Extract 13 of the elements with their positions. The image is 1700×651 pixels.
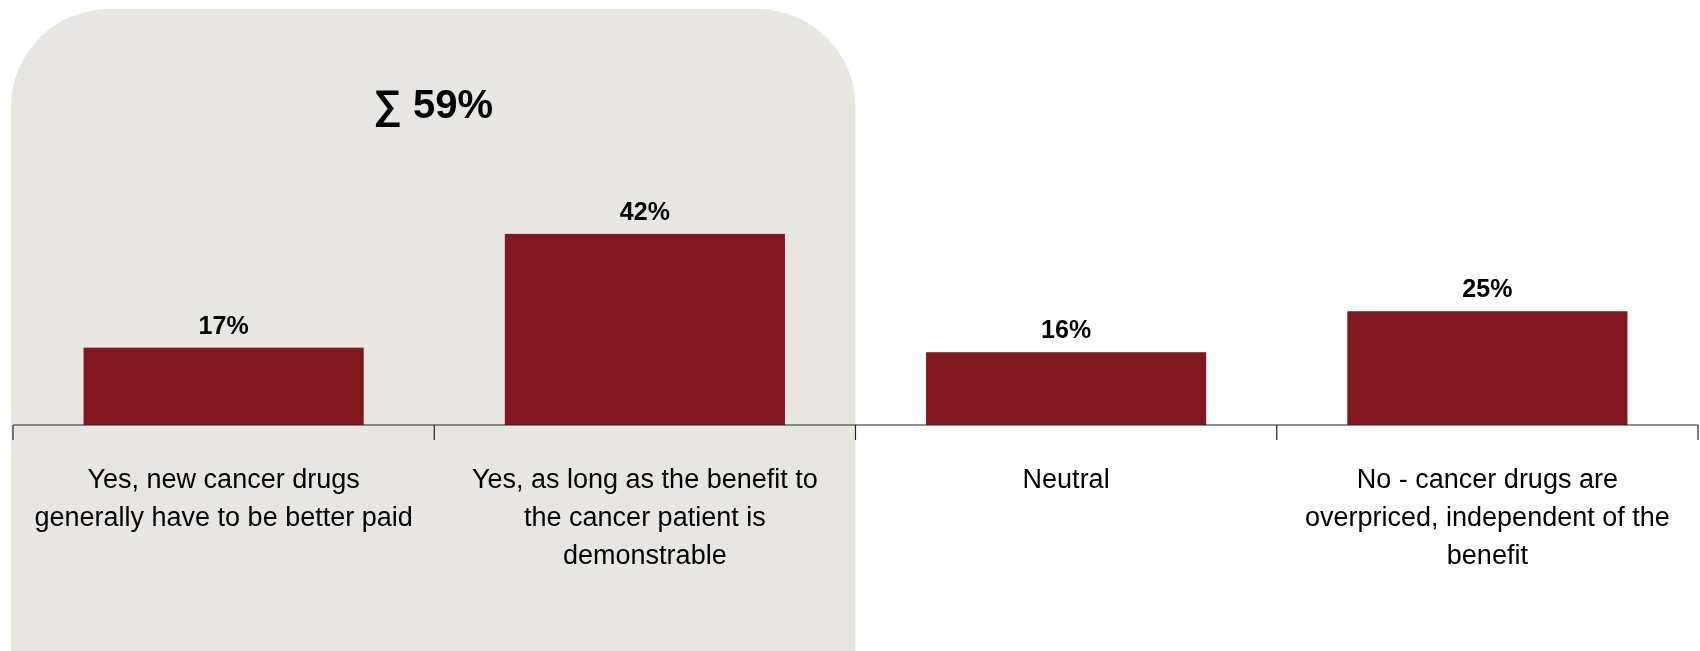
band-label: ∑ 59% (373, 82, 494, 127)
x-tick-label: Yes, new cancer drugs generally have to be better paid (34, 464, 413, 532)
bar (926, 352, 1207, 425)
bar (83, 347, 364, 425)
data-label: 16% (1041, 315, 1092, 344)
x-tick-label: Yes, as long as the benefit to the cancer patient is demonstrable (471, 464, 818, 570)
data-label: 17% (198, 310, 249, 339)
bar (1347, 311, 1628, 425)
x-tick-label: Neutral (1022, 464, 1110, 494)
data-label: 42% (619, 196, 670, 225)
data-label: 25% (1462, 274, 1513, 303)
bar (504, 233, 785, 425)
x-tick-label: No - cancer drugs are overpriced, independent of the benefit (1304, 464, 1670, 570)
